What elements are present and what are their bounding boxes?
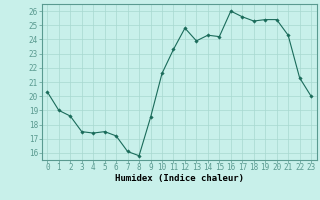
X-axis label: Humidex (Indice chaleur): Humidex (Indice chaleur) <box>115 174 244 183</box>
